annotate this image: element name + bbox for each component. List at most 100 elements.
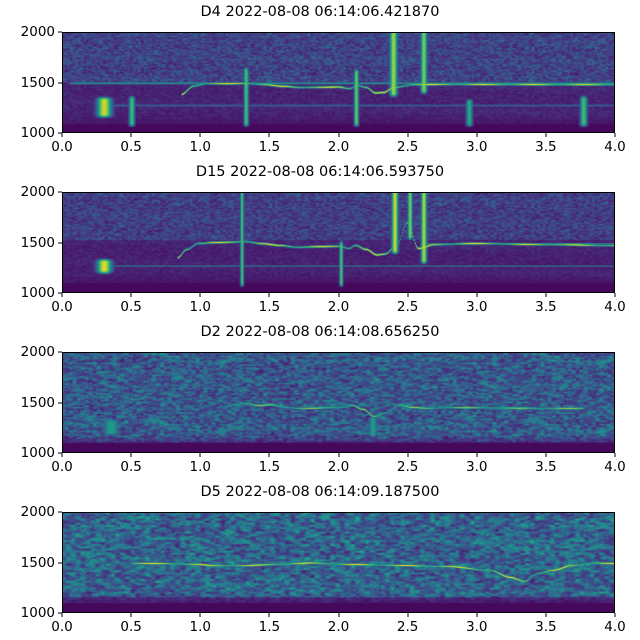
spectrogram-canvas [63,33,614,132]
axes-0 [62,32,615,133]
plot-area-1: 1000 1500 2000 0.0 0.5 1.0 1.5 2.0 2.5 3.0 3.5 4.0 [21,184,626,315]
x-tick-mark [268,293,270,297]
x-tick-label: 3.0 [466,459,488,475]
x-tick-mark [476,613,478,617]
x-tick-label: 1.0 [189,299,211,315]
x-tick-mark [199,613,201,617]
x-tick-mark [476,133,478,137]
panel-title-1: D15 2022-08-08 06:14:06.593750 [195,164,445,180]
x-tick-label: 0.0 [51,619,73,635]
panel-title-3: D5 2022-08-08 06:14:09.187500 [200,484,440,500]
x-tick-label: 1.5 [258,459,281,475]
x-tick-mark [476,293,478,297]
y-tick-mark [58,292,62,294]
x-tick-mark [199,293,201,297]
x-tick-mark [338,453,339,457]
panel-title-0: D4 2022-08-08 06:14:06.421870 [200,4,440,20]
x-tick-label: 0.0 [51,299,73,315]
x-tick-label: 2.0 [327,299,350,315]
x-tick-label: 3.5 [535,139,557,155]
x-tick-label: 1.5 [258,299,281,315]
y-tick-mark [58,31,62,33]
x-tick-mark [614,613,616,617]
x-tick-mark [338,613,339,617]
x-tick-mark [614,453,616,457]
panel-title-2: D2 2022-08-08 06:14:08.656250 [200,324,440,340]
x-tick-mark [130,133,132,137]
x-tick-mark [545,293,547,297]
y-tick-mark [58,82,62,83]
x-tick-label: 4.0 [604,459,626,475]
y-tick-mark [58,562,62,563]
y-tick-label: 2000 [20,504,55,520]
y-tick-label: 2000 [20,184,55,200]
x-tick-mark [407,293,409,297]
x-tick-mark [130,453,132,457]
y-tick-label: 1000 [20,125,55,141]
y-tick-mark [58,402,62,403]
x-tick-mark [61,133,63,137]
axes-1 [62,192,615,293]
x-tick-mark [61,453,63,457]
x-tick-mark [476,453,478,457]
x-tick-label: 3.0 [466,139,488,155]
y-tick-label: 1500 [20,234,55,251]
x-tick-mark [407,133,409,137]
y-tick-mark [58,452,62,454]
x-tick-label: 2.5 [396,619,419,635]
spectrogram-image-0 [63,33,614,132]
y-tick-label: 2000 [20,344,55,360]
spectrogram-image-1 [63,193,614,292]
x-tick-label: 0.5 [120,619,142,635]
x-tick-mark [338,293,339,297]
spectrogram-canvas [63,513,614,612]
y-tick-mark [58,511,62,513]
spectrogram-panel-3: D5 2022-08-08 06:14:09.187500 1000 1500 20… [0,480,640,640]
x-tick-mark [61,293,63,297]
x-tick-label: 2.5 [396,299,419,315]
x-tick-mark [545,133,547,137]
x-tick-mark [199,453,201,457]
y-tick-label: 1500 [20,554,55,571]
spectrogram-image-3 [63,513,614,612]
y-tick-label: 1000 [20,605,55,621]
x-tick-label: 3.0 [466,619,488,635]
plot-area-3: 1000 1500 2000 0.0 0.5 1.0 1.5 2.0 2.5 3.0 3.5 4.0 [21,504,626,635]
y-tick-mark [58,242,62,243]
axes-2 [62,352,615,453]
y-tick-label: 1000 [20,445,55,461]
x-tick-label: 0.5 [120,459,142,475]
y-tick-label: 1500 [20,394,55,411]
x-tick-label: 3.5 [535,299,557,315]
x-tick-mark [130,613,132,617]
x-tick-label: 3.5 [535,619,557,635]
x-tick-label: 0.0 [51,459,73,475]
y-tick-label: 1000 [20,285,55,301]
y-tick-label: 1500 [20,74,55,91]
x-tick-label: 4.0 [604,139,626,155]
x-tick-mark [268,453,270,457]
x-tick-label: 2.0 [327,459,350,475]
y-tick-mark [58,132,62,134]
x-tick-label: 0.5 [120,299,142,315]
x-tick-mark [407,613,409,617]
x-tick-mark [130,293,132,297]
x-tick-label: 0.0 [51,139,73,155]
axes-3 [62,512,615,613]
x-tick-mark [268,613,270,617]
x-tick-mark [268,133,270,137]
x-tick-mark [407,453,409,457]
x-tick-label: 3.0 [466,299,488,315]
x-tick-mark [338,133,339,137]
x-tick-mark [199,133,201,137]
x-tick-label: 2.0 [327,139,350,155]
y-tick-label: 2000 [20,24,55,40]
x-tick-label: 1.5 [258,139,281,155]
y-tick-mark [58,191,62,193]
x-tick-label: 4.0 [604,619,626,635]
spectrogram-panel-2: D2 2022-08-08 06:14:08.656250 1000 1500 20… [0,320,640,480]
y-tick-mark [58,351,62,353]
x-tick-label: 1.0 [189,459,211,475]
spectrogram-canvas [63,193,614,292]
spectrogram-canvas [63,353,614,452]
